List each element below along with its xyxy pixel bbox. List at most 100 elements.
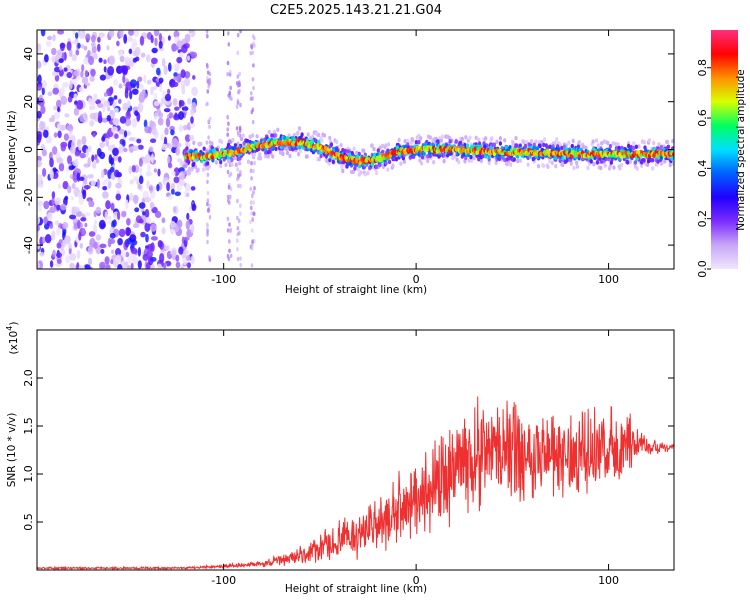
spectrogram-streak [228,248,231,253]
spectrogram-signal-cell [387,142,391,147]
spectrogram-signal-cell [532,142,536,147]
spectrogram-signal-cell [476,146,480,152]
snr-x-label: Height of straight line (km) [285,583,427,595]
spectrogram-noise-blob [156,67,161,76]
spectrogram-noise-blob [157,112,164,118]
spectrogram-noise-blob [67,242,73,249]
spectrogram-signal-cell [252,152,257,158]
spectrogram-signal-cell [239,136,244,142]
spectrogram-signal-cell [310,134,315,140]
spectrogram-signal-cell [352,146,356,151]
spectrogram-signal-cell [510,148,514,153]
spectrogram-signal-cell [634,144,639,149]
spectrogram-signal-cell [454,139,458,144]
spectrogram-noise-blob [108,98,114,106]
spectrogram-signal-cell [460,136,464,142]
spectrogram-noise-blob [128,30,135,36]
spectrogram-signal-cell [320,138,324,143]
spectrogram-y-label: Frequency (Hz) [6,110,18,189]
spectrogram-noise-blob [37,215,41,225]
spectrogram-signal-cell [642,158,646,163]
spectrogram-signal-cell [647,138,652,143]
spectrogram-noise-blob [100,169,105,179]
spectrogram-noise-blob [161,57,166,68]
spectrogram-signal-cell [656,159,660,164]
spectrogram-streak [252,211,256,216]
spectrogram-noise-blob [153,168,158,173]
spectrogram-noise-blob [126,218,131,226]
spectrogram-noise-blob [131,145,139,152]
spectrogram-noise-blob [60,144,66,152]
spectrogram-noise-blob [158,33,162,42]
spectrogram-noise-blob [99,74,106,81]
spectrogram-noise-blob [114,169,120,178]
spectrogram-noise-blob [102,191,109,199]
spectrogram-noise-blob [154,37,158,47]
spectrogram-noise-blob [137,144,144,150]
spectrogram-streak [228,90,232,96]
spectrogram-streak [208,255,211,260]
spectrogram-signal-cell [478,141,482,146]
spectrogram-signal-cell [522,140,526,145]
spectrogram-noise-blob [83,57,89,65]
spectrogram-streak [239,169,242,175]
spectrogram-noise-blob [170,182,176,191]
spectrogram-noise-blob [136,80,140,89]
spectrogram-signal-cell [548,159,552,164]
spectrogram-signal-cell [554,155,558,161]
spectrogram-noise-blob [110,259,114,265]
spectrogram-signal-cell [651,158,655,163]
spectrogram-noise-blob [139,91,146,102]
spectrogram-signal-cell [569,153,574,159]
spectrogram-noise-blob [112,118,120,126]
spectrogram-signal-cell [372,146,376,152]
spectrogram-signal-cell [495,154,499,159]
spectrogram-noise-blob [82,189,87,200]
spectrogram-signal-cell [530,139,534,144]
spectrogram-noise-blob [167,88,171,95]
spectrogram-noise-blob [68,49,73,58]
spectrogram-streak [250,161,253,166]
spectrogram-signal-cell [575,160,579,165]
spectrogram-noise-blob [84,69,89,78]
spectrogram-noise-blob [105,140,110,147]
spectrogram-noise-blob [123,130,128,138]
spectrogram-signal-cell [375,170,379,176]
spectrogram-streak [238,88,241,94]
spectrogram-noise-blob [54,200,60,205]
spectrogram-noise-blob [108,55,116,66]
spectrogram-noise-blob [49,117,52,123]
spectrogram-streak [205,102,208,107]
spectrogram-signal-cell [233,143,237,148]
spectrogram-streak [239,256,242,261]
spectrogram-noise-blob [72,206,80,213]
spectrogram-signal-cell [627,143,631,149]
spectrogram-noise-blob [126,130,131,136]
spectrogram-noise-blob [90,68,96,77]
spectrogram-signal-cell [646,162,650,167]
spectrogram-noise-blob [160,96,167,106]
spectrogram-noise-blob [130,262,134,269]
spectrogram-noise-blob [111,126,118,134]
spectrogram-noise-blob [188,30,194,34]
spectrogram-noise-blob [138,83,144,90]
spectrogram-noise-blob [128,48,133,55]
spectrogram-noise-blob [58,58,64,64]
spectrogram-noise-blob [129,148,134,154]
spectrogram-x-label: Height of straight line (km) [285,284,427,296]
spectrogram-signal-cell [276,127,280,132]
spectrogram-signal-cell [620,162,624,168]
spectrogram-x-tick-label: 100 [598,273,619,286]
spectrogram-noise-blob [151,128,158,136]
spectrogram-signal-cell [206,161,210,166]
spectrogram-noise-blob [153,92,158,99]
spectrogram-signal-cell [469,154,473,160]
spectrogram-signal-cell [663,159,667,164]
spectrogram-noise-blob [91,45,97,54]
spectrogram-noise-blob [109,109,114,116]
spectrogram-noise-blob [156,184,160,192]
spectrogram-streak [207,84,210,90]
spectrogram-noise-blob [136,180,140,186]
spectrogram-streak [250,242,254,247]
spectrogram-noise-blob [118,98,122,104]
